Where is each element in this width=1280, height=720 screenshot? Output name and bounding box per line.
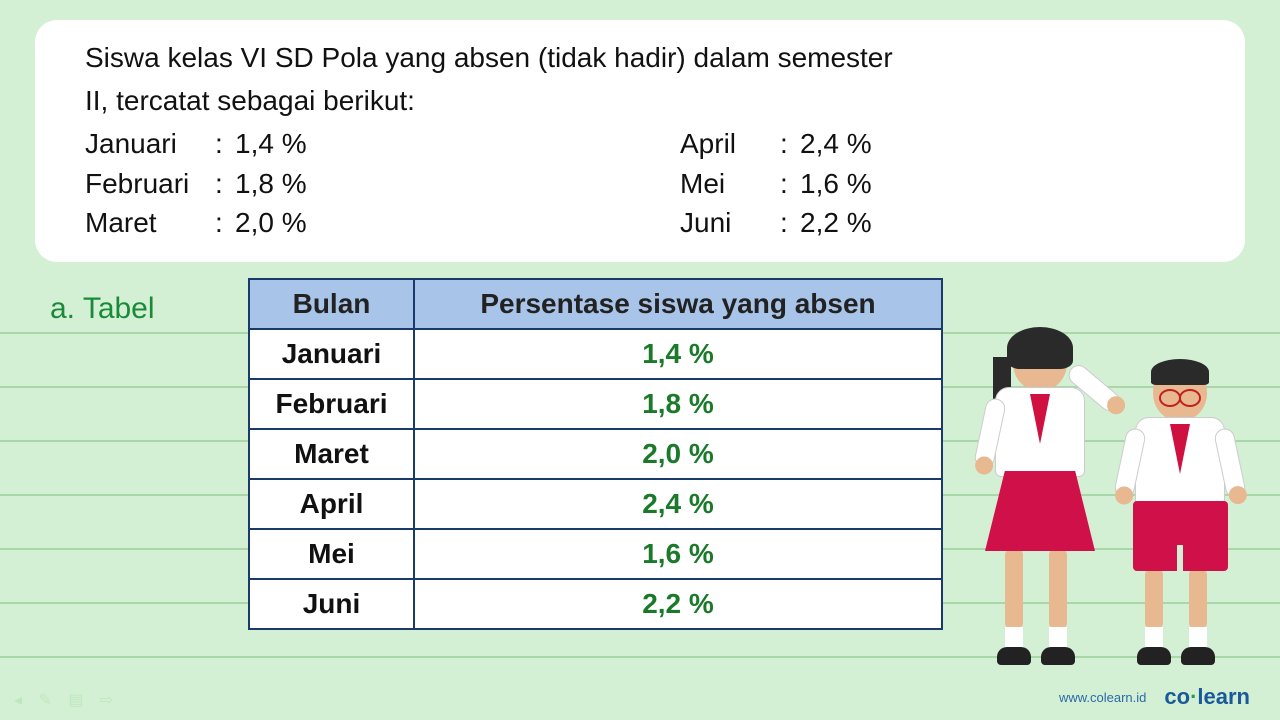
problem-intro-line2: II, tercatat sebagai berikut:: [85, 81, 1195, 120]
table-row: Juni 2,2 %: [249, 579, 942, 629]
cell-value: 1,8 %: [414, 379, 942, 429]
footer-branding: www.colearn.id co·learn: [1059, 684, 1250, 710]
separator: :: [215, 164, 235, 203]
table-row: Maret 2,0 %: [249, 429, 942, 479]
brand-url: www.colearn.id: [1059, 690, 1146, 705]
data-month: Maret: [85, 203, 215, 242]
cell-value: 2,0 %: [414, 429, 942, 479]
data-row: Mei : 1,6 %: [680, 164, 1195, 203]
data-value: 1,8 %: [235, 164, 307, 203]
data-row: Juni : 2,2 %: [680, 203, 1195, 242]
problem-data-columns: Januari : 1,4 % Februari : 1,8 % Maret :…: [85, 124, 1195, 242]
problem-left-column: Januari : 1,4 % Februari : 1,8 % Maret :…: [85, 124, 600, 242]
cell-month: Juni: [249, 579, 414, 629]
cell-value: 2,2 %: [414, 579, 942, 629]
brand-logo: co·learn: [1164, 684, 1250, 710]
data-value: 2,0 %: [235, 203, 307, 242]
table-row: Februari 1,8 %: [249, 379, 942, 429]
cell-value: 2,4 %: [414, 479, 942, 529]
data-value: 1,6 %: [800, 164, 872, 203]
data-month: Juni: [680, 203, 780, 242]
table-row: Mei 1,6 %: [249, 529, 942, 579]
data-row: Februari : 1,8 %: [85, 164, 600, 203]
table-header-month: Bulan: [249, 279, 414, 329]
student-mascots: [980, 285, 1240, 665]
problem-intro-line1: Siswa kelas VI SD Pola yang absen (tidak…: [85, 38, 1195, 77]
table: Bulan Persentase siswa yang absen Januar…: [248, 278, 943, 630]
bottom-left-controls-icon: ◂ ✎ ▤ ⇨: [14, 690, 119, 710]
table-row: Januari 1,4 %: [249, 329, 942, 379]
data-value: 2,4 %: [800, 124, 872, 163]
cell-month: April: [249, 479, 414, 529]
cell-value: 1,6 %: [414, 529, 942, 579]
separator: :: [215, 203, 235, 242]
cell-value: 1,4 %: [414, 329, 942, 379]
problem-right-column: April : 2,4 % Mei : 1,6 % Juni : 2,2 %: [680, 124, 1195, 242]
cell-month: Mei: [249, 529, 414, 579]
cell-month: Januari: [249, 329, 414, 379]
data-row: Maret : 2,0 %: [85, 203, 600, 242]
absence-table: Bulan Persentase siswa yang absen Januar…: [248, 278, 943, 630]
logo-part1: co: [1164, 684, 1190, 709]
table-header-row: Bulan Persentase siswa yang absen: [249, 279, 942, 329]
separator: :: [780, 164, 800, 203]
data-month: April: [680, 124, 780, 163]
separator: :: [780, 203, 800, 242]
data-row: Januari : 1,4 %: [85, 124, 600, 163]
data-value: 2,2 %: [800, 203, 872, 242]
boy-student-icon: [1120, 363, 1240, 665]
cell-month: Februari: [249, 379, 414, 429]
problem-statement-box: Siswa kelas VI SD Pola yang absen (tidak…: [35, 20, 1245, 262]
girl-student-icon: [980, 333, 1100, 665]
cell-month: Maret: [249, 429, 414, 479]
data-value: 1,4 %: [235, 124, 307, 163]
data-row: April : 2,4 %: [680, 124, 1195, 163]
table-header-percent: Persentase siswa yang absen: [414, 279, 942, 329]
table-row: April 2,4 %: [249, 479, 942, 529]
separator: :: [215, 124, 235, 163]
data-month: Januari: [85, 124, 215, 163]
data-month: Februari: [85, 164, 215, 203]
data-month: Mei: [680, 164, 780, 203]
logo-part2: learn: [1197, 684, 1250, 709]
separator: :: [780, 124, 800, 163]
section-label: a. Tabel: [50, 292, 155, 326]
